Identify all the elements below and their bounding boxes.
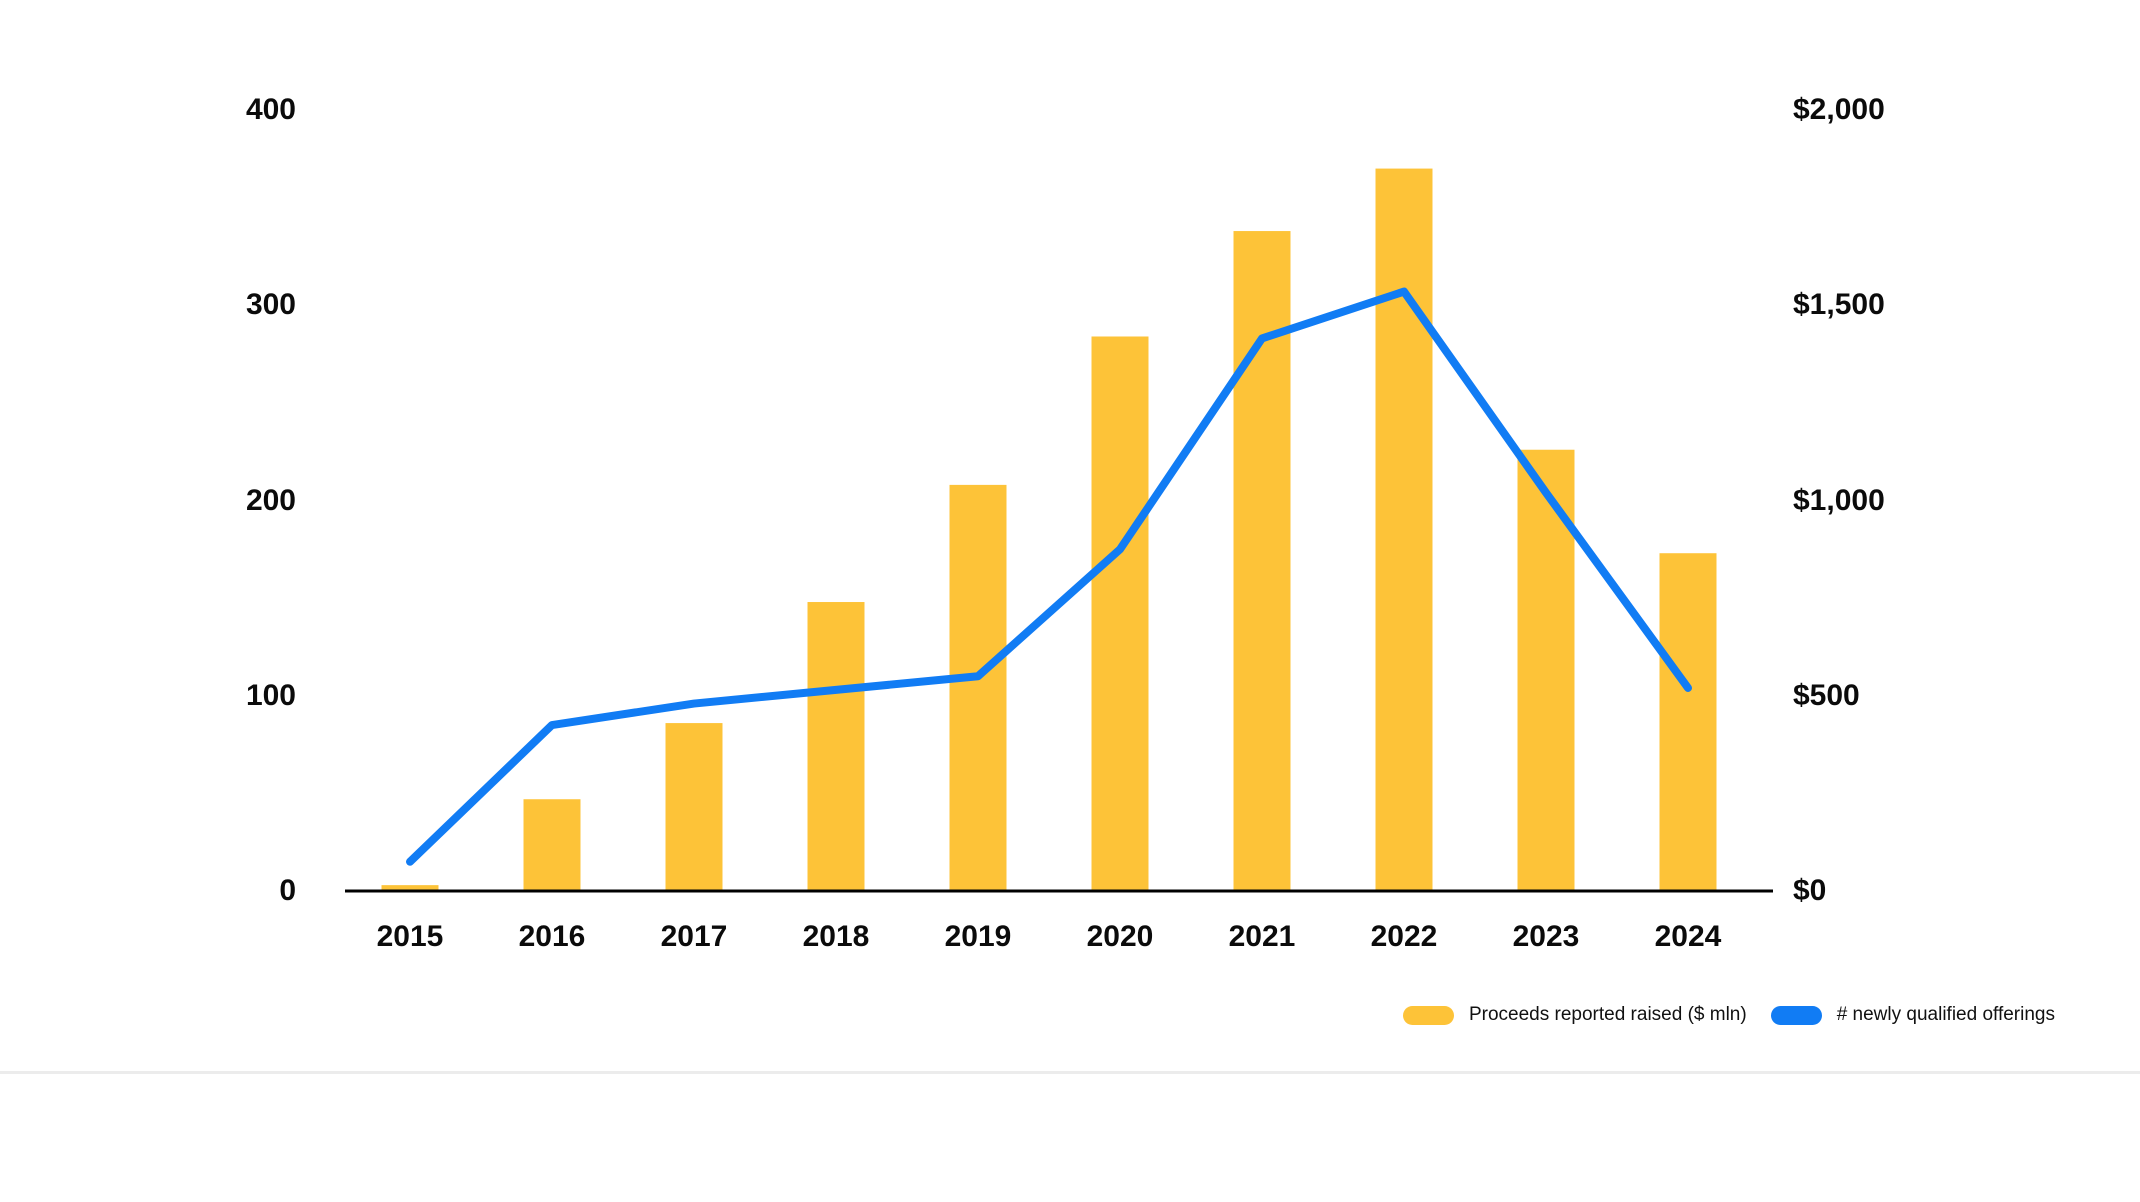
right-tick-0: $0 [1793, 874, 1827, 907]
x-tick-2017: 2017 [660, 920, 728, 953]
x-tick-2019: 2019 [944, 920, 1012, 953]
legend-label-proceeds: Proceeds reported raised ($ mln) [1468, 1004, 1747, 1025]
right-tick-2000: $2,000 [1793, 93, 1885, 126]
right-tick-1000: $1,000 [1793, 483, 1885, 517]
x-tick-2024: 2024 [1654, 920, 1722, 953]
bar-2017 [665, 723, 723, 891]
left-tick-300: 300 [245, 288, 296, 322]
x-tick-2015: 2015 [376, 920, 444, 953]
x-tick-2018: 2018 [802, 920, 870, 953]
x-tick-2020: 2020 [1086, 920, 1154, 953]
right-tick-1500: $1,500 [1793, 288, 1885, 322]
legend-swatch-proceeds-icon [1402, 1005, 1454, 1025]
right-tick-500: $500 [1793, 678, 1860, 712]
bottom-separator [0, 1071, 2140, 1074]
legend-item-offerings: # newly qualified offerings [1770, 1003, 2055, 1027]
bar-2016 [523, 799, 581, 891]
bar-2019 [949, 484, 1007, 891]
x-tick-2016: 2016 [518, 920, 586, 953]
offerings-line [406, 287, 1692, 866]
x-tick-2022: 2022 [1370, 920, 1438, 953]
legend-label-offerings: # newly qualified offerings [1836, 1004, 2055, 1025]
left-tick-0: 0 [279, 874, 296, 907]
bar-2020 [1091, 336, 1149, 891]
left-tick-200: 200 [245, 483, 296, 517]
x-tick-2023: 2023 [1512, 920, 1580, 953]
bar-2024 [1659, 553, 1717, 891]
bar-2015 [381, 885, 439, 891]
left-tick-100: 100 [245, 678, 296, 712]
bar-2022 [1375, 168, 1433, 891]
bar-2018 [807, 602, 865, 891]
legend-swatch-offerings-icon [1770, 1005, 1822, 1025]
legend-item-proceeds: Proceeds reported raised ($ mln) [1402, 1003, 1747, 1027]
x-tick-2021: 2021 [1228, 920, 1296, 953]
legend: Proceeds reported raised ($ mln) # newly… [1402, 1003, 2055, 1027]
left-tick-400: 400 [245, 93, 296, 126]
